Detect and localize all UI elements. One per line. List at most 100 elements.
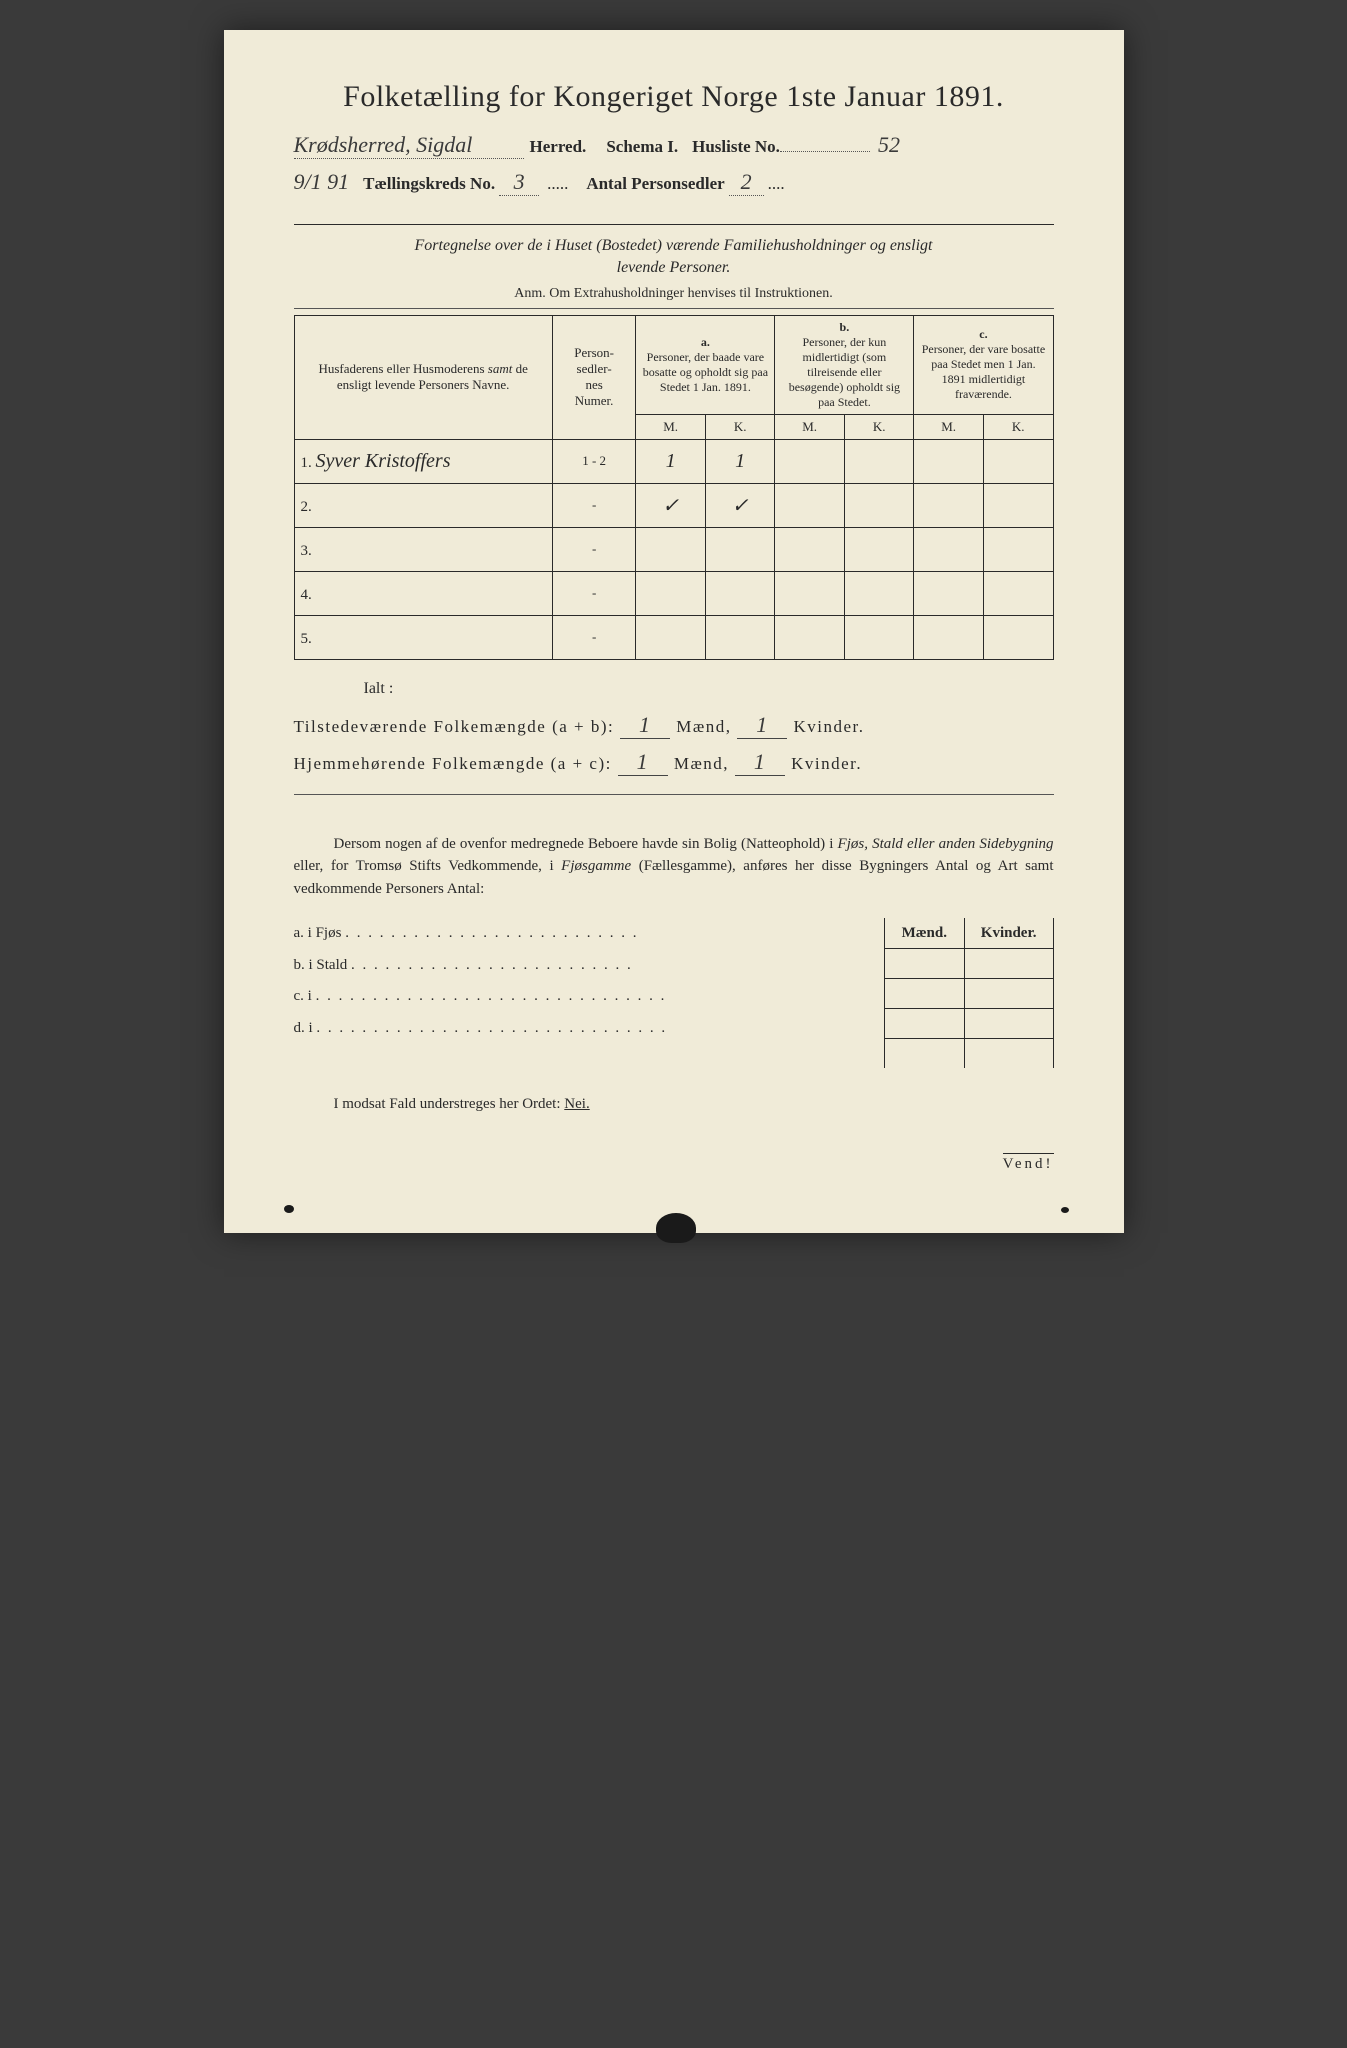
row-cM: [914, 571, 984, 615]
sub-b-m: M.: [775, 414, 845, 439]
row-cK: [983, 615, 1053, 659]
row-bM: [775, 571, 845, 615]
row-bK: [844, 527, 914, 571]
total-resident: Hjemmehørende Folkemængde (a + c): 1 Mæn…: [294, 749, 1054, 776]
col-header-num: Person- sedler- nes Numer.: [552, 315, 636, 439]
row-cM: [914, 439, 984, 483]
mk-kvinder: Kvinder.: [964, 918, 1053, 948]
row-aK: ✓: [705, 483, 775, 527]
table-row: 4. -: [294, 571, 1053, 615]
ink-speck: [284, 1205, 294, 1213]
building-row-b: b. i Stald . . . . . . . . . . . . . . .…: [294, 950, 884, 982]
row-num-cell: 1 - 2: [552, 439, 636, 483]
total-resident-k: 1: [735, 749, 785, 776]
sedler-label: Antal Personsedler: [586, 174, 724, 194]
kreds-no: 3: [499, 169, 539, 196]
row-aM: ✓: [636, 483, 706, 527]
total-resident-label: Hjemmehørende Folkemængde (a + c):: [294, 754, 612, 774]
row-cM: [914, 615, 984, 659]
row-bM: [775, 439, 845, 483]
row-aM: 1: [636, 439, 706, 483]
row-num-cell: -: [552, 483, 636, 527]
building-section: a. i Fjøs . . . . . . . . . . . . . . . …: [294, 918, 1054, 1068]
row-bM: [775, 527, 845, 571]
col-header-a: a. Personer, der baade vare bosatte og o…: [636, 315, 775, 414]
herred-handwritten: Krødsherred, Sigdal: [294, 132, 524, 159]
schema-label: Schema I.: [606, 137, 678, 157]
row-cM: [914, 483, 984, 527]
sub-c-k: K.: [983, 414, 1053, 439]
row-bK: [844, 571, 914, 615]
table-row: 3. -: [294, 527, 1053, 571]
total-present-m: 1: [620, 712, 670, 739]
husliste-dots: [780, 151, 870, 152]
row-num-cell: -: [552, 615, 636, 659]
building-row-c: c. i . . . . . . . . . . . . . . . . . .…: [294, 981, 884, 1013]
header-line-1: Krødsherred, Sigdal Herred. Schema I. Hu…: [294, 132, 1054, 159]
instruction-text: Fortegnelse over de i Huset (Bostedet) v…: [294, 235, 1054, 280]
ink-speck: [1061, 1207, 1069, 1213]
sub-b-k: K.: [844, 414, 914, 439]
row-number: 5.: [294, 615, 552, 659]
row-cK: [983, 483, 1053, 527]
sub-a-k: K.: [705, 414, 775, 439]
building-list: a. i Fjøs . . . . . . . . . . . . . . . …: [294, 918, 884, 1044]
row-aM: [636, 615, 706, 659]
building-row-a: a. i Fjøs . . . . . . . . . . . . . . . …: [294, 918, 884, 950]
row-aM: [636, 527, 706, 571]
table-row: 5. -: [294, 615, 1053, 659]
table-row: 1. Syver Kristoffers1 - 211: [294, 439, 1053, 483]
total-present-k: 1: [737, 712, 787, 739]
header-line-2: 9/1 91 Tællingskreds No. 3 ..... Antal P…: [294, 169, 1054, 196]
row-number: 2.: [294, 483, 552, 527]
divider-mid: [294, 794, 1054, 795]
row-cK: [983, 527, 1053, 571]
row-name-hand: Syver Kristoffers: [316, 450, 451, 472]
row-cK: [983, 439, 1053, 483]
kreds-label: Tællingskreds No.: [363, 174, 495, 194]
row-aM: [636, 571, 706, 615]
divider-light: [294, 308, 1054, 309]
sub-c-m: M.: [914, 414, 984, 439]
row-bK: [844, 483, 914, 527]
row-num-cell: -: [552, 571, 636, 615]
husliste-label: Husliste No.: [692, 137, 780, 157]
anm-note: Anm. Om Extrahusholdninger henvises til …: [294, 286, 1054, 302]
building-row-d: d. i . . . . . . . . . . . . . . . . . .…: [294, 1013, 884, 1045]
row-number: 3.: [294, 527, 552, 571]
table-row: 2. -✓✓: [294, 483, 1053, 527]
row-number: 1. Syver Kristoffers: [294, 439, 552, 483]
census-table: Husfaderens eller Husmoderens samt de en…: [294, 315, 1054, 660]
row-cK: [983, 571, 1053, 615]
vend-label: Vend!: [1003, 1153, 1054, 1173]
divider: [294, 224, 1054, 225]
total-present-label: Tilstedeværende Folkemængde (a + b):: [294, 717, 615, 737]
row-number: 4.: [294, 571, 552, 615]
row-aK: [705, 527, 775, 571]
building-paragraph: Dersom nogen af de ovenfor medregnede Be…: [294, 833, 1054, 901]
row-aK: [705, 615, 775, 659]
ink-blot: [656, 1213, 696, 1243]
nei-line: I modsat Fald understreges her Ordet: Ne…: [334, 1096, 1054, 1113]
herred-label: Herred.: [530, 137, 587, 157]
row-bK: [844, 439, 914, 483]
date-hand: 9/1 91: [294, 169, 350, 195]
row-bM: [775, 615, 845, 659]
sedler-no: 2: [729, 169, 764, 196]
nei-word: Nei.: [564, 1096, 589, 1112]
page-title: Folketælling for Kongeriget Norge 1ste J…: [294, 80, 1054, 114]
row-num-cell: -: [552, 527, 636, 571]
row-bK: [844, 615, 914, 659]
row-aK: 1: [705, 439, 775, 483]
mk-maend: Mænd.: [884, 918, 964, 948]
total-present: Tilstedeværende Folkemængde (a + b): 1 M…: [294, 712, 1054, 739]
col-header-b: b. Personer, der kun midlertidigt (som t…: [775, 315, 914, 414]
census-form-page: Folketælling for Kongeriget Norge 1ste J…: [224, 30, 1124, 1233]
building-mk-table: Mænd. Kvinder.: [884, 918, 1054, 1068]
total-resident-m: 1: [618, 749, 668, 776]
col-header-name: Husfaderens eller Husmoderens samt de en…: [294, 315, 552, 439]
row-bM: [775, 483, 845, 527]
row-aK: [705, 571, 775, 615]
sub-a-m: M.: [636, 414, 706, 439]
husliste-no: 52: [878, 132, 900, 158]
